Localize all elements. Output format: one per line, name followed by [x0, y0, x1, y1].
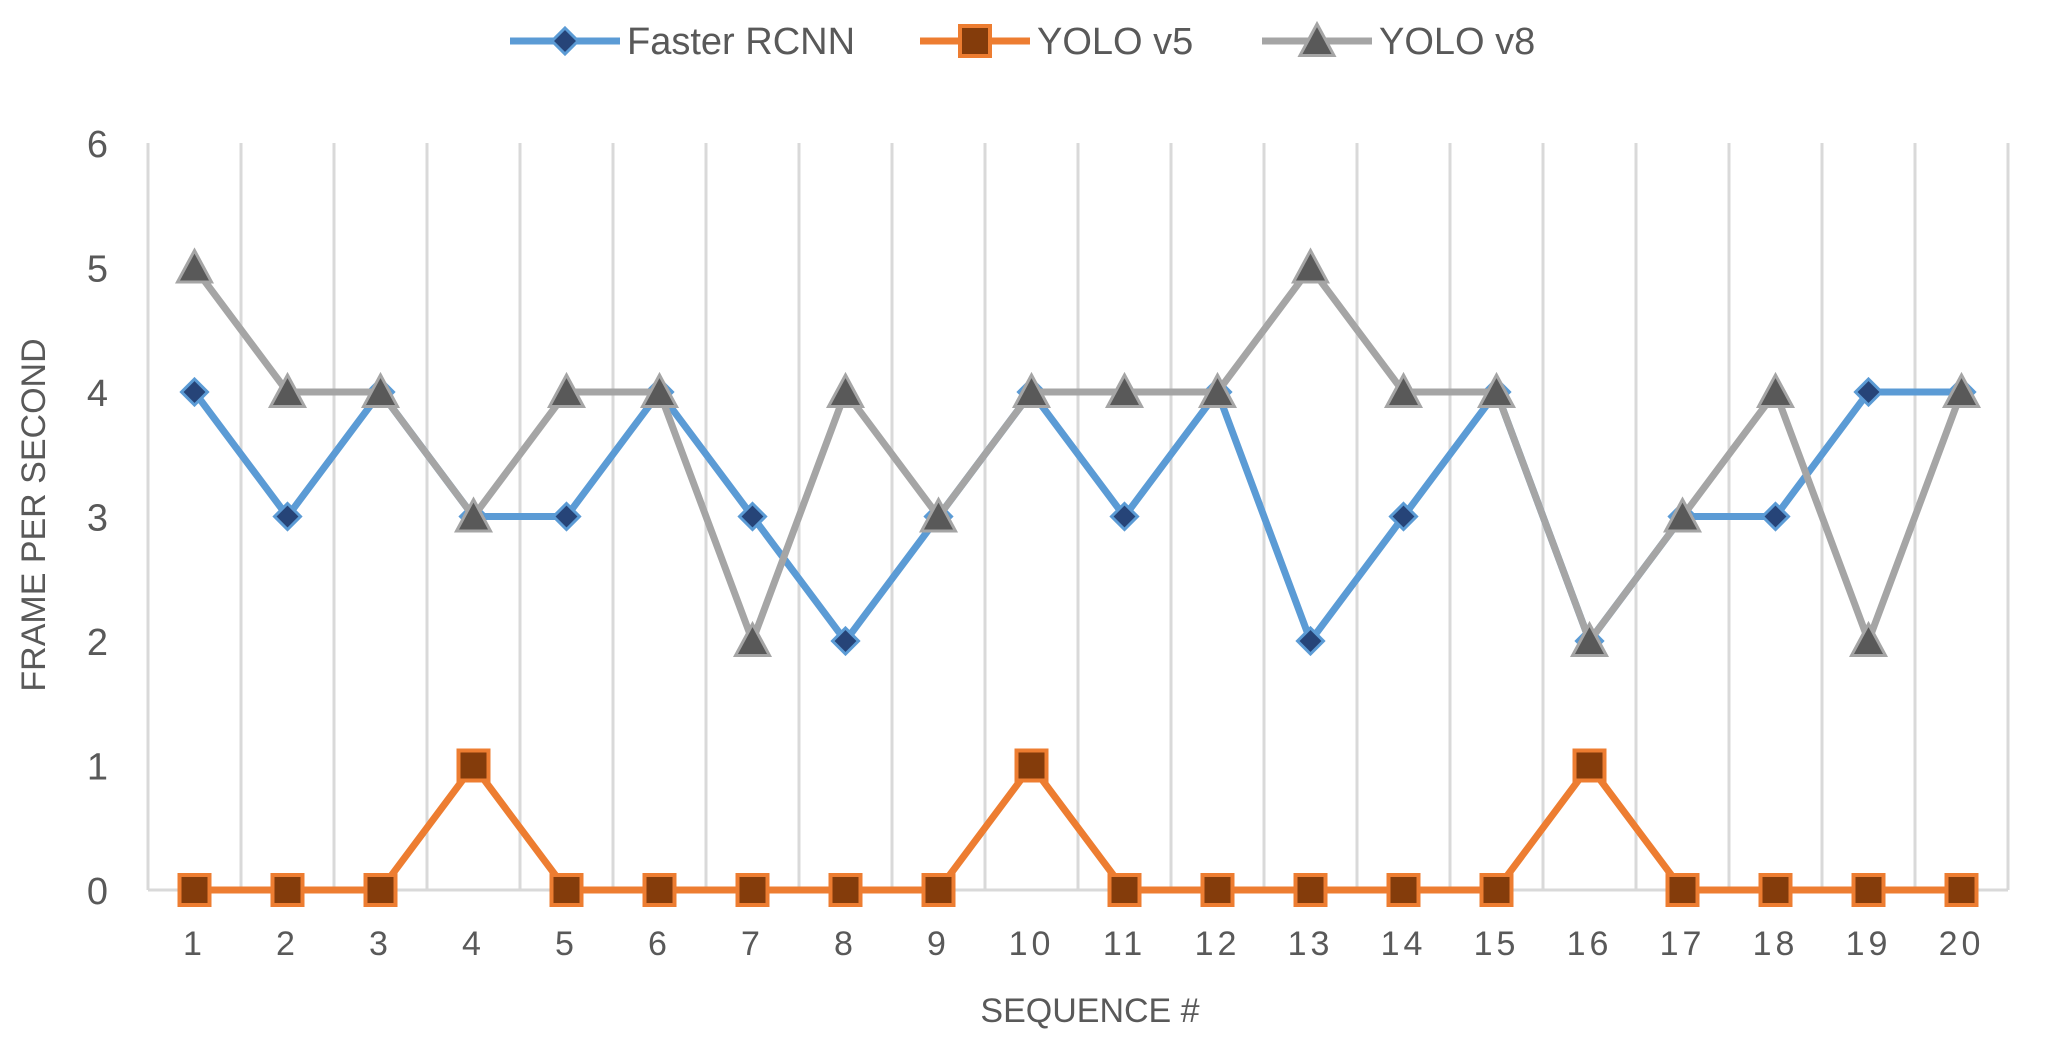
data-point-yolo-v5 — [1386, 873, 1421, 907]
legend-marker — [549, 25, 581, 57]
legend-marker — [1297, 20, 1337, 57]
data-point-yolo-v8 — [174, 247, 215, 284]
x-tick-label: 12 — [1195, 925, 1241, 963]
data-point-yolo-v5 — [1107, 873, 1142, 907]
data-point-yolo-v8 — [732, 620, 773, 657]
data-point-yolo-v5 — [1572, 748, 1607, 783]
data-point-yolo-v8 — [1848, 620, 1889, 657]
series-line-yolo-v8 — [191, 264, 1965, 645]
x-tick-label: 4 — [462, 925, 485, 963]
data-point-yolo-v5 — [1479, 873, 1514, 907]
data-point-faster-rcnn — [1853, 376, 1884, 408]
data-point-faster-rcnn — [1295, 625, 1326, 657]
data-point-faster-rcnn — [179, 376, 210, 408]
data-point-yolo-v8 — [1104, 371, 1145, 408]
data-point-faster-rcnn — [272, 501, 303, 532]
x-tick-label: 16 — [1567, 925, 1613, 963]
y-tick-label: 2 — [87, 622, 108, 664]
data-point-yolo-v8 — [1569, 620, 1610, 657]
y-tick-label: 5 — [87, 249, 108, 291]
data-point-faster-rcnn — [1388, 501, 1419, 532]
x-tick-label: 9 — [927, 925, 950, 963]
legend-label: YOLO v5 — [1037, 21, 1193, 63]
data-point-yolo-v8 — [1197, 371, 1238, 408]
x-tick-label: 1 — [183, 925, 206, 963]
data-point-yolo-v5 — [1851, 873, 1886, 907]
x-tick-label: 18 — [1753, 925, 1799, 963]
x-tick-label: 14 — [1381, 925, 1427, 963]
x-tick-label: 11 — [1103, 925, 1146, 963]
data-point-yolo-v8 — [1290, 247, 1331, 284]
series-yolo-v8 — [174, 247, 1982, 657]
x-tick-label: 17 — [1660, 925, 1706, 963]
data-point-yolo-v8 — [1476, 371, 1517, 408]
data-point-yolo-v8 — [639, 371, 680, 408]
data-point-yolo-v8 — [1662, 496, 1703, 533]
legend-item-yolo-v8: YOLO v8 — [1262, 20, 1535, 63]
data-point-faster-rcnn — [830, 625, 861, 657]
data-point-yolo-v8 — [1011, 371, 1052, 408]
y-tick-labels: 0 1 2 3 4 5 6 — [87, 124, 108, 913]
x-tick-label: 19 — [1846, 925, 1892, 963]
data-point-yolo-v8 — [825, 371, 866, 408]
data-point-faster-rcnn — [1760, 501, 1791, 532]
legend-marker — [958, 24, 992, 58]
data-point-faster-rcnn — [1109, 501, 1140, 532]
data-point-yolo-v5 — [1200, 873, 1235, 907]
data-point-faster-rcnn — [551, 501, 582, 532]
y-tick-label: 0 — [87, 871, 108, 913]
data-point-yolo-v5 — [642, 873, 677, 907]
series-yolo-v5 — [177, 748, 1979, 907]
data-point-yolo-v8 — [267, 371, 308, 408]
data-point-yolo-v5 — [735, 873, 770, 907]
data-point-yolo-v5 — [921, 873, 956, 907]
data-point-yolo-v5 — [177, 873, 212, 907]
data-point-yolo-v8 — [1755, 371, 1796, 408]
data-point-yolo-v8 — [1941, 371, 1982, 408]
x-tick-label: 15 — [1474, 925, 1520, 963]
data-point-yolo-v5 — [828, 873, 863, 907]
x-tick-label: 7 — [741, 925, 764, 963]
y-tick-label: 4 — [87, 373, 108, 415]
y-tick-label: 6 — [87, 124, 108, 166]
data-point-yolo-v5 — [363, 873, 398, 907]
data-point-yolo-v5 — [1293, 873, 1328, 907]
data-point-yolo-v8 — [360, 371, 401, 408]
legend-item-yolo-v5: YOLO v5 — [920, 21, 1193, 63]
x-tick-label: 3 — [369, 925, 392, 963]
data-point-faster-rcnn — [737, 501, 768, 532]
series-lines — [174, 247, 1982, 907]
legend: Faster RCNN YOLO v5 YOLO v8 — [510, 20, 1535, 63]
legend-label: YOLO v8 — [1379, 21, 1535, 63]
y-tick-label: 3 — [87, 498, 108, 540]
data-point-yolo-v8 — [1383, 371, 1424, 408]
x-tick-label: 6 — [648, 925, 671, 963]
x-axis-title: SEQUENCE # — [980, 992, 1199, 1030]
data-point-yolo-v8 — [918, 496, 959, 533]
data-point-yolo-v5 — [456, 748, 491, 783]
x-tick-label: 5 — [555, 925, 578, 963]
data-point-yolo-v5 — [1944, 873, 1979, 907]
data-point-yolo-v8 — [546, 371, 587, 408]
data-point-yolo-v5 — [270, 873, 305, 907]
legend-item-faster-rcnn: Faster RCNN — [510, 21, 855, 63]
legend-label: Faster RCNN — [627, 21, 855, 63]
x-tick-labels: 1 2 3 4 5 6 7 8 9 10 11 12 13 14 15 16 17 18 19 20 — [183, 925, 1985, 963]
x-tick-label: 2 — [276, 925, 299, 963]
data-point-yolo-v5 — [1014, 748, 1049, 783]
data-point-yolo-v8 — [453, 496, 494, 533]
data-point-yolo-v5 — [1758, 873, 1793, 907]
x-tick-label: 13 — [1288, 925, 1334, 963]
x-tick-label: 8 — [834, 925, 857, 963]
data-point-yolo-v5 — [1665, 873, 1700, 907]
y-tick-label: 1 — [87, 747, 108, 789]
y-axis-title: FRAME PER SECOND — [15, 338, 53, 691]
data-point-yolo-v5 — [549, 873, 584, 907]
x-tick-label: 10 — [1009, 925, 1055, 963]
series-line-yolo-v5 — [194, 762, 1962, 894]
x-tick-label: 20 — [1939, 925, 1985, 963]
